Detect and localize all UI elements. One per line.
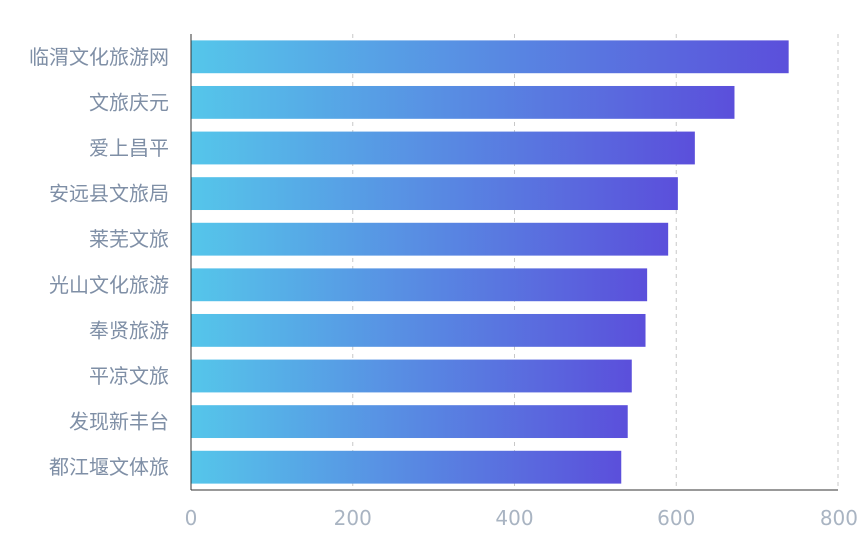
x-tick-labels: 0 200 400 600 800 xyxy=(185,506,858,530)
bar xyxy=(191,85,735,119)
category-label: 发现新丰台 xyxy=(69,410,169,434)
x-tick-label: 200 xyxy=(334,506,372,530)
x-tick-label: 0 xyxy=(185,506,198,530)
category-label: 临渭文化旅游网 xyxy=(29,45,169,69)
category-label: 爱上昌平 xyxy=(89,136,169,160)
category-label: 平凉文旅 xyxy=(89,364,169,388)
category-label: 光山文化旅游 xyxy=(49,273,169,297)
bar xyxy=(191,359,632,393)
category-label: 奉贤旅游 xyxy=(89,318,169,342)
category-label: 都江堰文体旅 xyxy=(49,455,169,479)
bar xyxy=(191,268,648,302)
bar xyxy=(191,131,695,165)
x-tick-label: 800 xyxy=(820,506,858,530)
bar xyxy=(191,405,628,439)
bar xyxy=(191,450,622,484)
bar xyxy=(191,177,678,211)
bar xyxy=(191,222,669,256)
x-tick-label: 600 xyxy=(657,506,695,530)
category-label: 安远县文旅局 xyxy=(49,182,169,206)
axes xyxy=(190,34,838,491)
x-tick-label: 400 xyxy=(495,506,533,530)
bar xyxy=(191,40,789,74)
category-labels: 临渭文化旅游网文旅庆元爱上昌平安远县文旅局莱芜文旅光山文化旅游奉贤旅游平凉文旅发… xyxy=(29,45,169,479)
bars xyxy=(191,40,789,484)
category-label: 莱芜文旅 xyxy=(89,227,169,251)
category-label: 文旅庆元 xyxy=(89,90,169,114)
bar xyxy=(191,313,646,347)
